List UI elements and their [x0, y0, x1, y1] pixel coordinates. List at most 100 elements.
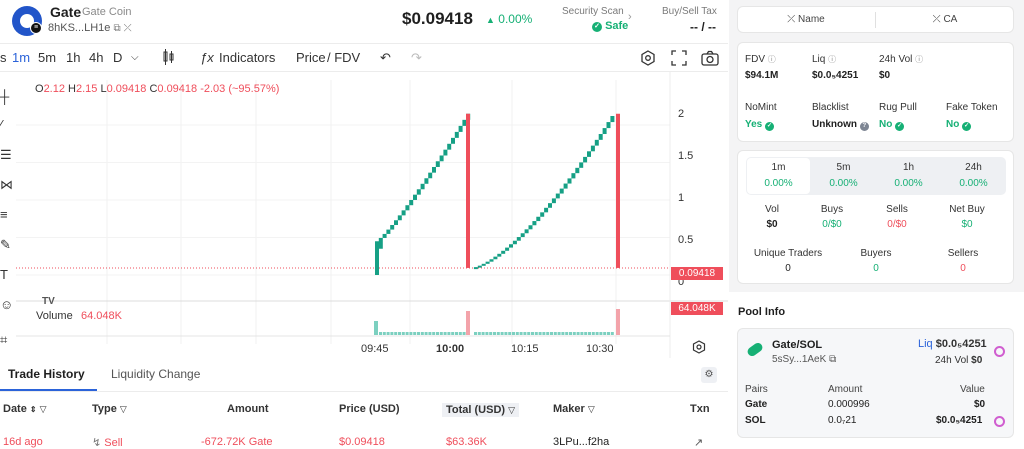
volume-bar [398, 332, 401, 335]
candle [520, 233, 525, 238]
settings-hex-icon[interactable] [640, 50, 656, 66]
pattern-icon[interactable]: ⋈ [0, 177, 13, 192]
external-link-icon[interactable]: ↗ [694, 437, 704, 449]
fullscreen-icon[interactable] [671, 50, 687, 66]
chevron-right-icon[interactable]: › [628, 11, 632, 23]
filter-icon[interactable]: ▽ [39, 404, 47, 414]
volume-bar [401, 332, 405, 335]
candle [602, 128, 607, 135]
period-label: 24h [965, 162, 982, 173]
col-maker[interactable]: Maker ▽ [553, 403, 595, 415]
token-address[interactable]: 8hKS...LH1e ⧉ ⤫ [48, 22, 132, 34]
period-tab-1h[interactable]: 1h 0.00% [877, 162, 940, 189]
volume-bar [504, 332, 508, 335]
copy-icon[interactable]: ⧉ [113, 23, 121, 34]
period-tab-1m[interactable]: 1m 0.00% [747, 162, 810, 189]
interval-4h[interactable]: 4h [89, 50, 104, 65]
ruler-icon[interactable]: ⌗ [0, 332, 8, 347]
copy-icon[interactable]: ⧉ [829, 354, 837, 365]
row-total: $63.36K [446, 436, 487, 448]
indicators-button[interactable]: Indicators [219, 50, 276, 65]
unlink-icon[interactable]: ⤫ [123, 23, 132, 34]
camera-icon[interactable] [701, 50, 719, 66]
candle [594, 139, 599, 146]
fdv-toggle[interactable]: / FDV [327, 50, 361, 65]
candle [489, 259, 494, 262]
legend-h-label: H [68, 83, 76, 95]
tab-liquidity-change[interactable]: Liquidity Change [111, 367, 201, 381]
pool-address[interactable]: 5sSy...1AeK ⧉ [772, 354, 836, 365]
volume-label: Volume [36, 310, 73, 322]
interval-1h[interactable]: 1h [66, 50, 81, 65]
sellers-value: 0 [960, 263, 966, 274]
row-amount: -672.72K Gate [201, 436, 273, 448]
period-tab-24h[interactable]: 24h 0.00% [942, 162, 1005, 189]
col-type-label: Type [92, 403, 117, 415]
row-maker[interactable]: 3LPu...f2ha [553, 436, 610, 448]
horizontal-lines-icon[interactable]: ☰ [0, 147, 12, 162]
volume-bar [561, 332, 565, 335]
unlink-icon: ⤫ [787, 14, 796, 25]
target-icon[interactable] [994, 346, 1005, 357]
divider [875, 12, 876, 28]
last-price-tag: 0.09418 [671, 267, 723, 280]
candles-icon[interactable] [161, 49, 175, 65]
filter-icon[interactable]: ▽ [508, 405, 516, 415]
interval-d[interactable]: D [113, 50, 123, 65]
candle [378, 237, 383, 249]
chart-settings-icon[interactable] [692, 340, 706, 354]
search-name-button[interactable]: ⤫ Name [737, 14, 875, 25]
redo-icon[interactable]: ↷ [411, 50, 422, 65]
info-icon[interactable]: ⓘ [828, 55, 837, 64]
interval-1m[interactable]: 1m [12, 50, 31, 65]
undo-icon[interactable]: ↶ [380, 50, 391, 65]
ca-button-label: CA [943, 14, 958, 25]
candle [509, 244, 513, 248]
check-icon: ✓ [962, 122, 972, 131]
sort-icon[interactable]: ⇕ [29, 405, 37, 414]
price-toggle[interactable]: Price [296, 50, 326, 65]
search-ca-button[interactable]: ⤫ CA [876, 14, 1014, 25]
volume-bar [424, 332, 428, 335]
security-scan-status[interactable]: ✓ Safe [592, 20, 628, 32]
col-type[interactable]: Type ▽ [92, 403, 127, 415]
text-tool-icon[interactable]: T [0, 267, 8, 282]
filter-icon[interactable]: ▽ [587, 404, 595, 414]
rugpull-label: Rug Pull [879, 102, 917, 113]
volume-bar [616, 309, 620, 335]
crosshair-icon[interactable]: ┼ [0, 89, 10, 104]
legend-low: 0.09418 [106, 83, 147, 95]
info-icon[interactable]: ⓘ [767, 55, 776, 64]
col-total[interactable]: Total (USD) ▽ [442, 403, 520, 417]
brush-icon[interactable]: ✎ [0, 237, 11, 252]
toolbar-edge: s [0, 50, 7, 65]
fdv-label-text: FDV [745, 54, 765, 65]
buys-value: 0/$0 [822, 219, 842, 230]
filter-icon[interactable]: ▽ [119, 404, 127, 414]
price-chart[interactable] [0, 72, 728, 358]
volume-bar [382, 332, 386, 335]
legend-close: 0.09418 [157, 83, 198, 95]
security-scan-label[interactable]: Security Scan [562, 6, 624, 17]
volume-bar [500, 332, 504, 335]
interval-5m[interactable]: 5m [38, 50, 57, 65]
period-tab-5m[interactable]: 5m 0.00% [812, 162, 875, 189]
rugpull-text: No [879, 119, 893, 130]
trendline-icon[interactable]: ⁄ [0, 117, 3, 132]
row-type: ↯ Sell [92, 436, 123, 449]
chevron-down-icon[interactable]: ⌵ [131, 52, 139, 63]
volume-bar [572, 332, 576, 335]
pool-pair[interactable]: Gate/SOL [772, 339, 823, 351]
col-date[interactable]: Date ⇕ ▽ [3, 403, 47, 415]
check-icon: ✓ [895, 122, 905, 131]
info-icon[interactable]: ⓘ [915, 55, 924, 64]
target-icon[interactable] [994, 416, 1005, 427]
col-price: Price (USD) [339, 403, 400, 415]
function-icon[interactable]: ƒx [200, 50, 214, 65]
filter-settings-icon[interactable]: ⚙ [701, 367, 717, 383]
volume-bar [603, 332, 607, 335]
emoji-icon[interactable]: ☺ [0, 297, 14, 312]
fib-icon[interactable]: ≡ [0, 207, 8, 222]
tab-trade-history[interactable]: Trade History [8, 367, 85, 381]
volume-bar [462, 332, 466, 335]
